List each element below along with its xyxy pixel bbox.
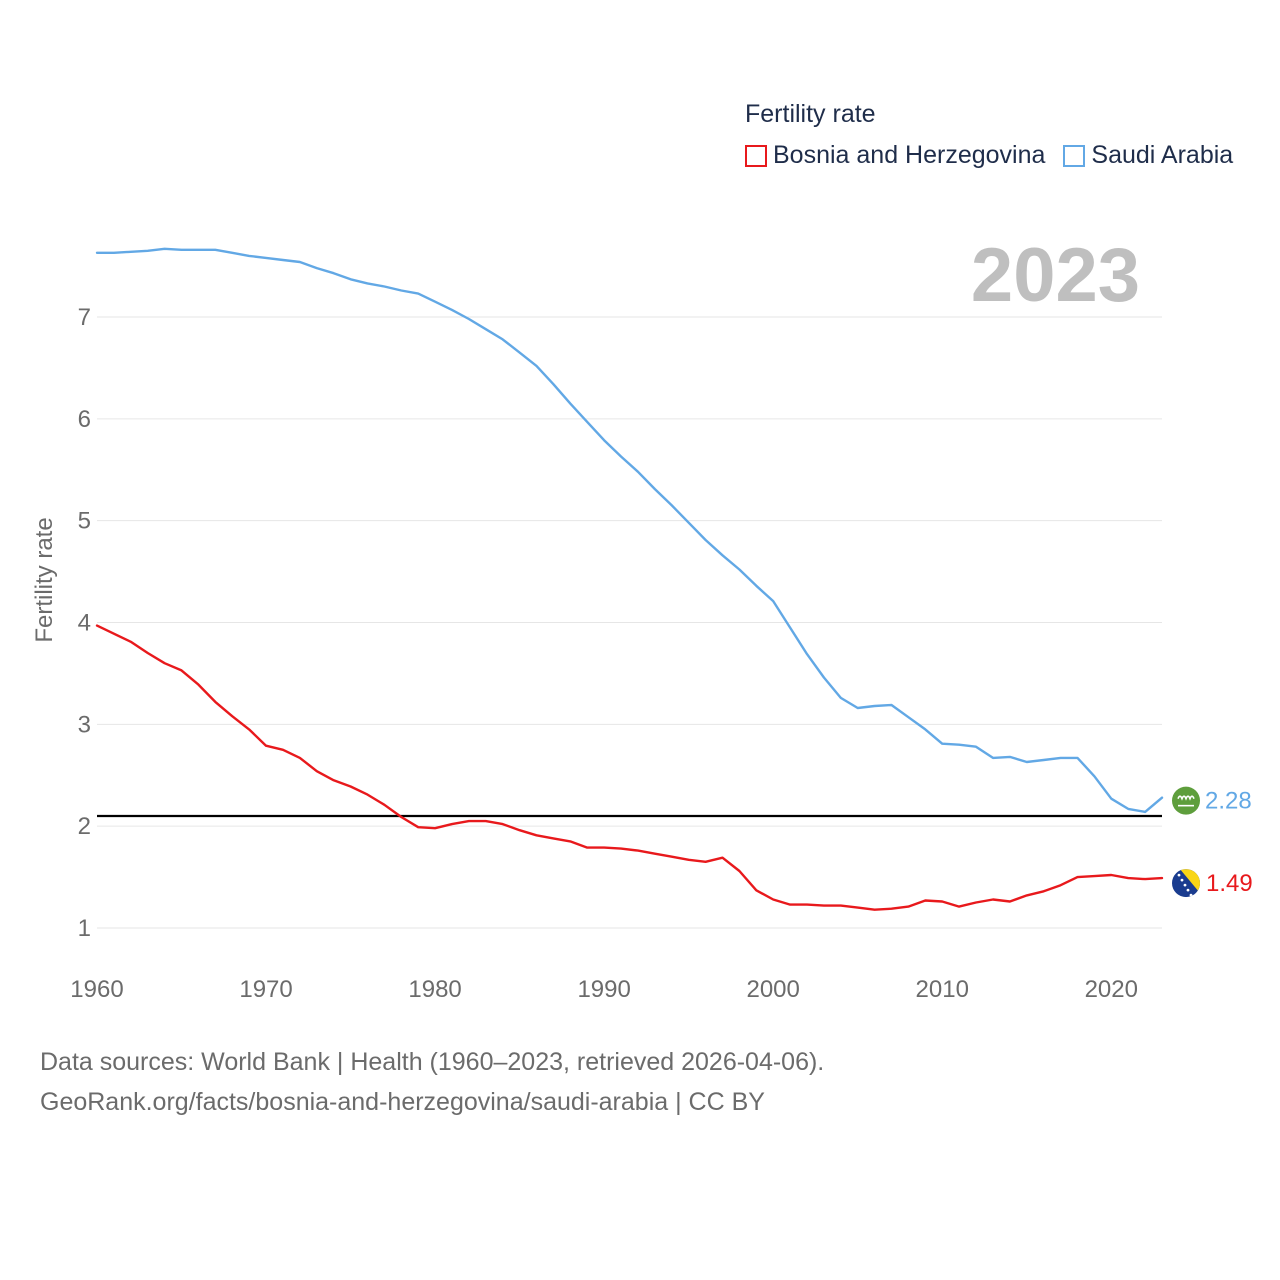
x-tick-label: 1980: [408, 976, 461, 1003]
legend-item-bosnia[interactable]: Bosnia and Herzegovina: [745, 141, 1045, 170]
y-tick-label: 5: [78, 508, 91, 535]
year-display: 2023: [970, 233, 1140, 318]
series-layer: [95, 247, 1164, 911]
legend-swatch-saudi-arabia: [1063, 144, 1086, 167]
x-axis-ticks: 1960 1970 1980 1990 2000 2010 2020: [70, 976, 1138, 1003]
legend: Fertility rate Bosnia and Herzegovina Sa…: [745, 100, 1233, 170]
y-tick-label: 1: [78, 915, 91, 942]
legend-label-saudi-arabia: Saudi Arabia: [1091, 141, 1234, 169]
y-tick-label: 7: [78, 304, 91, 331]
footer-link[interactable]: GeoRank.org/facts/bosnia-and-herzegovina…: [40, 1088, 765, 1116]
legend-title: Fertility rate: [745, 100, 876, 128]
saudi-arabia-flag-icon: [1172, 786, 1200, 815]
bosnia-end-value: 1.49: [1206, 870, 1253, 897]
x-tick-label: 1960: [70, 976, 123, 1003]
bosnia-flag-icon: [1172, 869, 1200, 898]
y-tick-label: 4: [78, 610, 91, 637]
x-tick-label: 2020: [1085, 976, 1138, 1003]
y-axis-ticks: 1 2 3 4 5 6 7: [78, 304, 91, 942]
x-tick-label: 1990: [577, 976, 630, 1003]
saudi-arabia-end-value: 2.28: [1205, 788, 1252, 815]
y-tick-label: 6: [78, 406, 91, 433]
legend-item-saudi-arabia[interactable]: Saudi Arabia: [1063, 141, 1233, 170]
gridlines: [97, 316, 1162, 929]
footer-sources: Data sources: World Bank | Health (1960–…: [40, 1048, 825, 1076]
y-axis-label: Fertility rate: [31, 517, 58, 642]
series-line-saudi-arabia: [95, 247, 1164, 814]
footer: Data sources: World Bank | Health (1960–…: [40, 1042, 824, 1122]
x-tick-label: 1970: [239, 976, 292, 1003]
x-tick-label: 2000: [746, 976, 799, 1003]
y-tick-label: 2: [78, 813, 91, 840]
x-tick-label: 2010: [916, 976, 969, 1003]
legend-label-bosnia: Bosnia and Herzegovina: [773, 141, 1046, 169]
series-line-bosnia-and-herzegovina: [95, 624, 1164, 911]
end-markers: 2.28 1.49: [1172, 786, 1253, 898]
y-tick-label: 3: [78, 711, 91, 738]
legend-swatch-bosnia: [745, 144, 767, 167]
